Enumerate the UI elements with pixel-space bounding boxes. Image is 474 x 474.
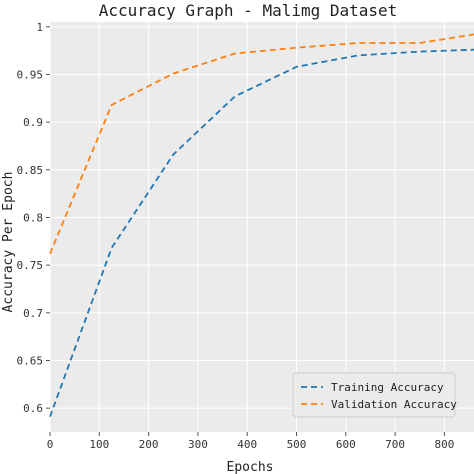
x-tick-label: 300 <box>188 438 208 451</box>
plot-area <box>50 22 474 432</box>
legend: Training Accuracy Validation Accuracy <box>292 372 457 418</box>
legend-box <box>292 372 456 418</box>
y-tick-label: 0.8 <box>23 211 43 224</box>
y-axis-label: Accuracy Per Epoch <box>1 172 16 313</box>
axis-ticks: 0 100 200 300 400 500 600 700 800 0.6 0.65 0.7 0.75 0… <box>17 21 455 451</box>
x-tick-label: 800 <box>434 438 454 451</box>
series-layer <box>49 33 474 418</box>
legend-label: Validation Accuracy <box>331 398 457 411</box>
y-tick-label: 0.9 <box>23 116 43 129</box>
series-line-training-accuracy <box>49 48 474 418</box>
y-tick-label: 0.95 <box>17 68 44 81</box>
x-tick-label: 700 <box>385 438 405 451</box>
x-axis-label: Epochs <box>227 460 274 474</box>
x-tick-label: 100 <box>89 438 109 451</box>
x-tick-label: 0 <box>47 438 54 451</box>
legend-label: Training Accuracy <box>331 381 444 394</box>
x-tick-label: 200 <box>139 438 159 451</box>
y-tick-label: 0.7 <box>23 307 43 320</box>
x-tick-label: 500 <box>287 438 307 451</box>
y-tick-label: 0.75 <box>17 259 44 272</box>
series-line-validation-accuracy <box>49 33 474 255</box>
y-tick-label: 0.65 <box>17 354 44 367</box>
y-tick-label: 0.6 <box>23 402 43 415</box>
x-tick-label: 400 <box>237 438 257 451</box>
y-tick-label: 1 <box>36 21 43 34</box>
y-tick-label: 0.85 <box>17 164 44 177</box>
x-tick-label: 600 <box>336 438 356 451</box>
grid-lines <box>49 22 474 432</box>
chart-title: Accuracy Graph - Malimg Dataset <box>99 1 398 20</box>
